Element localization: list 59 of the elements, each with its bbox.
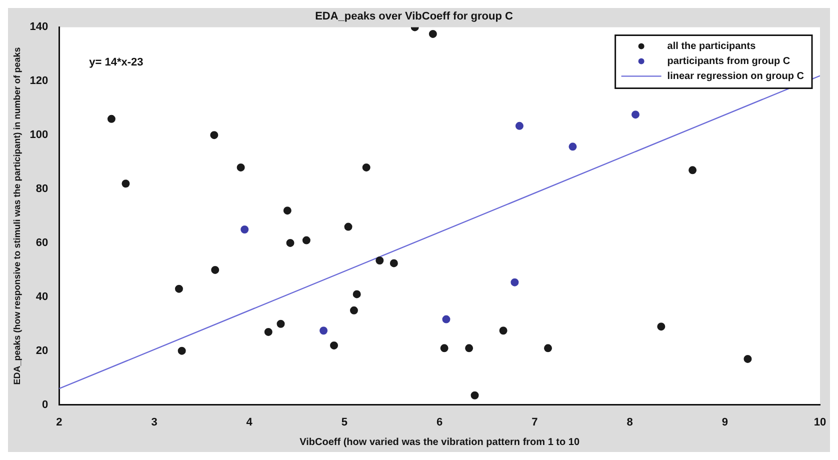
point — [236, 163, 245, 172]
point — [352, 290, 361, 298]
point — [544, 344, 552, 352]
point — [276, 320, 285, 328]
point — [657, 322, 666, 331]
point — [470, 391, 479, 400]
point — [568, 142, 577, 151]
x-tick-label: 9 — [722, 416, 728, 428]
point — [283, 206, 292, 215]
point — [330, 341, 338, 350]
x-tick-label: 6 — [436, 416, 443, 428]
annotation: y= 14*x-23 — [89, 56, 144, 69]
y-axis-title: EDA_peaks (how responsive to stimuli was the participant) in number of peaks — [12, 47, 22, 385]
point — [107, 114, 116, 123]
x-tick-label: 2 — [56, 416, 62, 428]
y-tick-label: 0 — [42, 398, 48, 411]
legend-label: linear regression on group C — [667, 70, 804, 82]
y-tick-label: 100 — [30, 129, 48, 142]
point — [286, 238, 294, 247]
x-tick-label: 8 — [626, 416, 633, 428]
y-tick-label: 140 — [30, 21, 48, 34]
chart-title: EDA_peaks over VibCoeff for group C — [315, 10, 513, 23]
point — [174, 284, 183, 293]
x-tick-label: 7 — [532, 416, 538, 428]
point — [302, 236, 310, 244]
y-tick-label: 80 — [36, 183, 48, 196]
x-tick-label: 5 — [341, 416, 348, 428]
point — [178, 346, 186, 355]
point — [362, 163, 370, 172]
point — [211, 266, 220, 274]
point — [390, 259, 398, 268]
x-tick-label: 3 — [151, 416, 158, 428]
point — [688, 166, 697, 174]
point — [465, 344, 474, 352]
point — [344, 222, 352, 231]
point — [376, 256, 384, 265]
y-tick-label: 40 — [36, 290, 48, 303]
point — [240, 225, 249, 234]
y-tick-label: 120 — [30, 75, 48, 88]
y-tick-label: 20 — [36, 344, 48, 357]
x-axis-title: VibCoeff (how varied was the vibration pattern from 1 to 10 — [300, 436, 580, 448]
point — [442, 315, 450, 324]
point — [515, 122, 524, 130]
point — [631, 110, 640, 119]
point — [350, 306, 358, 314]
point — [122, 180, 130, 188]
point — [210, 131, 218, 140]
x-tick-label: 4 — [246, 416, 254, 428]
legend-label: all the participants — [667, 40, 756, 52]
legend-label: participants from group C — [667, 56, 790, 67]
y-tick-label: 60 — [36, 237, 48, 250]
point — [510, 278, 519, 286]
x-tick-label: 10 — [814, 416, 826, 428]
point — [744, 354, 752, 363]
point — [264, 328, 272, 336]
point — [320, 326, 328, 335]
point — [499, 326, 508, 335]
point — [440, 344, 448, 352]
point — [428, 30, 437, 38]
